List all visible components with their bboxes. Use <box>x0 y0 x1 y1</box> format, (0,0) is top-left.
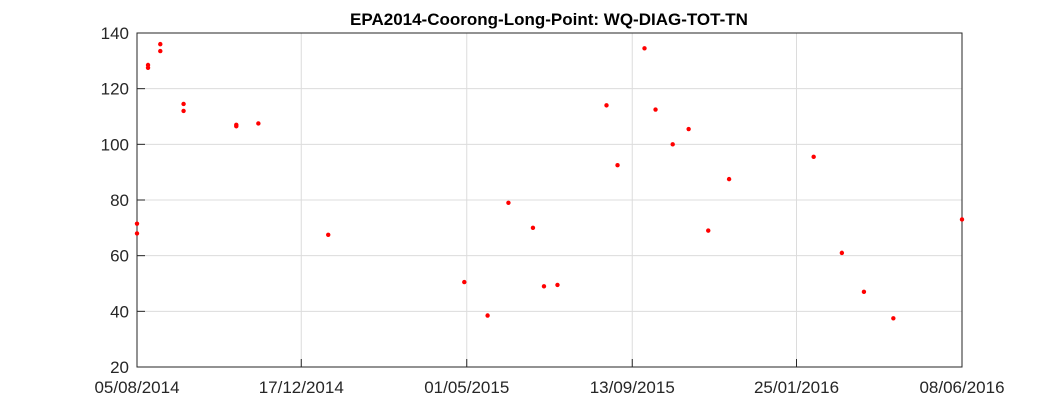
data-point <box>462 279 467 285</box>
data-point <box>670 142 675 147</box>
data-point <box>234 124 239 129</box>
data-point <box>891 316 896 321</box>
data-point <box>530 225 536 231</box>
y-tick-label: 100 <box>101 135 129 154</box>
data-point <box>256 121 261 126</box>
x-tick-label: 13/09/2015 <box>590 378 675 397</box>
data-points <box>134 41 965 321</box>
data-point <box>642 46 647 51</box>
y-axis: 20 40 60 80 100 120 140 <box>101 24 145 377</box>
data-point <box>604 103 609 108</box>
data-point <box>181 108 186 114</box>
y-tick-label: 120 <box>101 80 129 99</box>
grid <box>136 32 963 368</box>
y-tick-label: 40 <box>110 302 129 321</box>
data-point <box>485 313 490 318</box>
x-tick-label: 17/12/2014 <box>259 378 344 397</box>
data-point <box>145 65 151 70</box>
data-point <box>134 231 140 236</box>
x-tick-label: 05/08/2014 <box>94 378 179 397</box>
y-tick-label: 20 <box>110 358 129 377</box>
data-point <box>326 232 331 237</box>
chart-title: EPA2014-Coorong-Long-Point: WQ-DIAG-TOT-… <box>350 10 748 29</box>
y-tick-label: 80 <box>110 191 129 210</box>
data-point <box>181 101 186 107</box>
data-point <box>134 221 140 226</box>
y-tick-label: 140 <box>101 24 129 43</box>
data-point <box>861 289 867 295</box>
data-point <box>158 41 163 47</box>
data-point <box>959 217 965 222</box>
x-tick-label: 08/06/2016 <box>919 378 1004 397</box>
data-point <box>726 176 732 182</box>
x-tick-label: 25/01/2016 <box>754 378 839 397</box>
x-axis: 05/08/2014 17/12/2014 01/05/2015 13/09/2015… <box>94 359 1005 397</box>
data-point <box>555 282 560 288</box>
data-point <box>506 200 511 205</box>
data-point <box>158 48 163 54</box>
data-point <box>615 163 620 168</box>
data-point <box>653 107 658 112</box>
x-tick-label: 01/05/2015 <box>424 378 509 397</box>
data-point <box>686 126 691 132</box>
data-point <box>839 250 845 256</box>
data-point <box>811 154 816 160</box>
y-tick-label: 60 <box>110 247 129 266</box>
data-point <box>541 284 547 289</box>
data-point <box>706 228 711 233</box>
